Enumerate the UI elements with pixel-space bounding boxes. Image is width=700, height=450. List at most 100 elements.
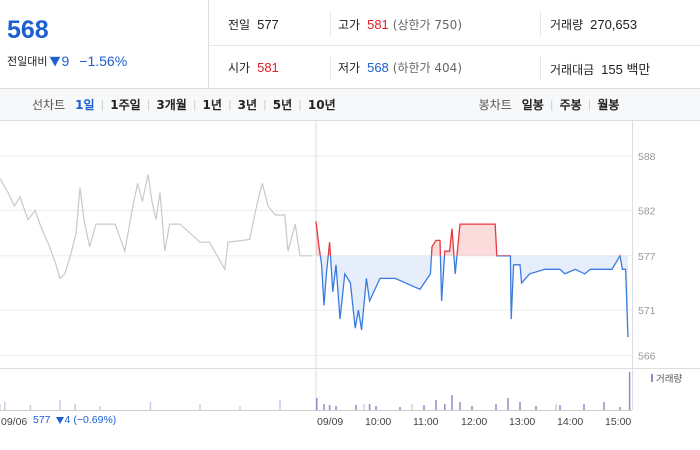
stat-value: 581: [257, 60, 279, 75]
stat-value: 577: [257, 17, 279, 32]
stat-note: (상한가 750): [392, 18, 462, 32]
stat-value: 155 백만: [601, 62, 651, 77]
volume-bar: [375, 406, 377, 410]
tab[interactable]: 1년: [202, 98, 222, 112]
stat-note: (하한가 404): [392, 61, 462, 75]
y-tick-label: 571: [638, 305, 656, 317]
stat: 전일 577: [228, 16, 279, 33]
x-tick-label: 11:00: [413, 416, 439, 428]
volume-bar: [323, 404, 325, 410]
area-up: [316, 221, 628, 256]
prev-day-summary: 577 4 (−0.69%): [33, 414, 116, 426]
volume-bar: [471, 406, 473, 410]
stat: 고가 581 (상한가 750): [338, 16, 462, 33]
volume-bar: [535, 406, 537, 410]
volume-bar: [59, 400, 61, 410]
volume-bar: [335, 406, 337, 410]
x-tick-label: 13:00: [509, 416, 535, 428]
y-tick-label: 588: [638, 151, 656, 163]
tab[interactable]: 10년: [307, 98, 336, 112]
y-tick-label: 577: [638, 251, 656, 263]
volume-bar: [399, 407, 401, 410]
tab[interactable]: 주봉: [559, 98, 582, 112]
stat-value: 270,653: [590, 17, 638, 32]
chart-tabs: 선차트 1일 | 1주일 | 3개월 | 1년 | 3년 | 5년 | 10년 봉차트 일봉…: [0, 89, 700, 120]
change-label: 전일대비: [7, 55, 48, 68]
volume-bar: [444, 404, 446, 410]
stat-label: 고가: [338, 18, 361, 32]
tab[interactable]: 일봉: [521, 98, 544, 112]
change: 전일대비 9 −1.56%: [7, 53, 127, 69]
tab-separator: |: [587, 98, 592, 111]
tab-separator: |: [263, 98, 267, 111]
volume-bar: [495, 404, 497, 410]
legend-swatch: [651, 374, 653, 382]
volume-bar: [435, 400, 437, 410]
y-tick-label: 566: [638, 350, 656, 362]
volume-bar: [99, 406, 101, 410]
volume-bar: [149, 402, 152, 410]
area-down: [320, 255, 628, 338]
volume-bar: [583, 404, 585, 410]
stat: 시가 581: [228, 59, 279, 76]
tab-separator: |: [549, 98, 554, 111]
prev-close: 577: [33, 414, 51, 426]
tab-separator: |: [146, 98, 151, 111]
legend-label: 거래량: [656, 373, 682, 385]
current-price: 568: [7, 16, 49, 44]
prev-day-line: [0, 174, 312, 280]
x-tick-label: 10:00: [365, 416, 391, 428]
tab-separator: |: [298, 98, 302, 111]
stat-value: 581: [367, 17, 389, 32]
change-percent: −1.56%: [79, 53, 128, 69]
volume-bar: [74, 404, 76, 410]
x-tick-label: 09/09: [317, 416, 343, 428]
tab-separator: |: [192, 98, 197, 111]
stat-label: 거래대금: [550, 63, 595, 77]
stat-label: 저가: [338, 61, 361, 75]
stat-label: 전일: [228, 18, 251, 32]
volume-bar: [559, 405, 561, 410]
x-tick-label: 09/06: [1, 416, 27, 428]
volume-bar: [29, 405, 32, 410]
volume-bar: [423, 405, 425, 410]
tab[interactable]: 월봉: [597, 98, 620, 112]
stat: 저가 568 (하한가 404): [338, 59, 462, 76]
down-triangle-icon: [55, 416, 64, 424]
volume-bar: [451, 395, 453, 410]
line-down: [319, 255, 629, 338]
tab[interactable]: 1주일: [110, 98, 141, 112]
x-tick-label: 15:00: [605, 416, 631, 428]
volume-bar: [507, 398, 509, 410]
volume-bar: [355, 405, 357, 410]
volume-bar: [316, 398, 318, 410]
volume-bar: [199, 404, 201, 410]
tab-separator: |: [227, 98, 232, 111]
down-triangle-icon: [49, 56, 62, 67]
tab-group-label: 봉차트: [478, 98, 512, 112]
stat: 거래대금 155 백만: [550, 59, 650, 78]
prev-change: 4: [64, 414, 71, 426]
volume-bar: [459, 402, 461, 410]
tab[interactable]: 1일: [75, 98, 95, 112]
volume-bar: [368, 404, 371, 410]
y-tick-label: 582: [638, 206, 656, 218]
prev-change-percent: (−0.69%): [73, 414, 117, 426]
stat: 거래량 270,653: [550, 16, 637, 33]
volume-bar: [628, 372, 631, 410]
volume-bar: [239, 406, 241, 410]
change-value: 9: [61, 53, 70, 69]
x-tick-label: 12:00: [461, 416, 487, 428]
tab-separator: |: [100, 98, 105, 111]
tab[interactable]: 3개월: [156, 98, 187, 112]
tab[interactable]: 3년: [237, 98, 258, 112]
tab[interactable]: 5년: [272, 98, 293, 112]
stat-label: 거래량: [550, 18, 584, 32]
x-tick-label: 14:00: [557, 416, 583, 428]
stat-label: 시가: [228, 61, 251, 75]
stat-value: 568: [367, 60, 389, 75]
tab-group-label: 선차트: [32, 98, 66, 112]
volume-bar: [619, 407, 621, 410]
